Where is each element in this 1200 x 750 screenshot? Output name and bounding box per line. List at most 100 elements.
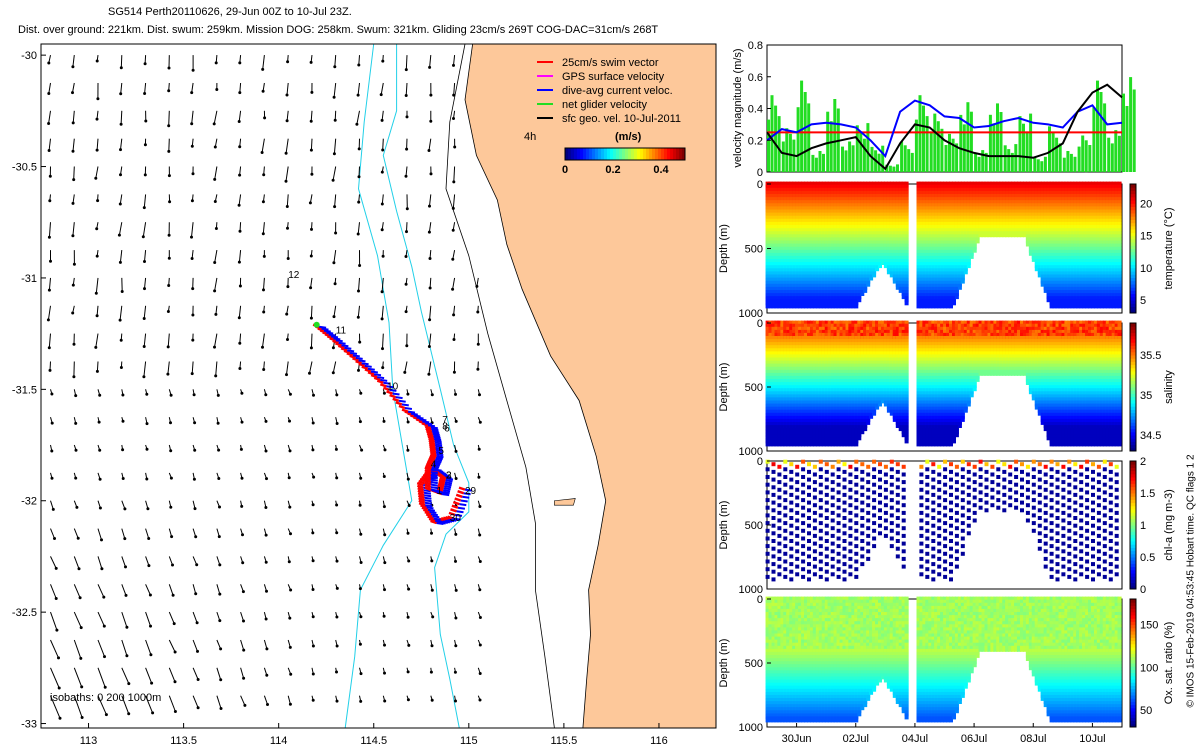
- geo-velocity-arrowhead: [405, 207, 409, 211]
- geo-velocity-arrow: [191, 110, 194, 124]
- geo-velocity-arrow: [192, 695, 199, 708]
- geo-velocity-arrow: [381, 277, 384, 292]
- swim-vector: [438, 481, 445, 486]
- geo-velocity-arrowhead: [285, 312, 289, 316]
- velocity-y-tick-label: 0.6: [748, 72, 763, 84]
- geo-velocity-arrow: [405, 166, 408, 177]
- net-velocity-bar: [848, 141, 852, 172]
- geo-velocity-arrowhead: [451, 228, 455, 232]
- geo-velocity-arrowhead: [477, 447, 481, 451]
- geo-velocity-arrow: [50, 611, 58, 631]
- geo-velocity-arrow: [334, 55, 337, 67]
- geo-velocity-arrow: [310, 110, 313, 122]
- geo-velocity-arrowhead: [169, 393, 173, 397]
- geo-velocity-arrow: [50, 528, 55, 539]
- geo-velocity-arrow: [73, 166, 75, 180]
- geo-velocity-arrowhead: [407, 587, 411, 591]
- geo-velocity-arrowhead: [145, 477, 149, 481]
- geo-velocity-arrowhead: [167, 66, 171, 70]
- geo-velocity-arrowhead: [359, 699, 363, 703]
- geo-velocity-arrowhead: [53, 537, 56, 540]
- net-velocity-bar: [1048, 126, 1051, 172]
- geo-velocity-arrowhead: [428, 65, 432, 69]
- swim-vector: [352, 357, 359, 362]
- geo-velocity-arrow: [97, 584, 105, 598]
- geo-velocity-arrowhead: [407, 504, 411, 507]
- dac-vector: [326, 331, 334, 335]
- section-sample: [904, 299, 909, 306]
- geo-velocity-arrow: [192, 611, 198, 623]
- dac-vector: [430, 478, 438, 482]
- geo-velocity-arrow: [428, 361, 432, 375]
- geo-velocity-arrowhead: [237, 203, 241, 207]
- geo-velocity-arrowhead: [143, 143, 147, 147]
- geo-velocity-arrowhead: [76, 536, 80, 540]
- swim-vector: [332, 339, 339, 344]
- section-sample: [768, 243, 773, 250]
- section-sample: [771, 187, 776, 194]
- geo-velocity-arrowhead: [213, 177, 217, 181]
- geo-velocity-arrowhead: [193, 421, 197, 425]
- geo-velocity-arrow: [72, 222, 75, 236]
- net-velocity-bar: [966, 102, 970, 172]
- geo-velocity-arrowhead: [286, 226, 289, 230]
- section-sample: [765, 218, 770, 225]
- geo-velocity-arrow: [48, 138, 51, 151]
- geo-velocity-arrowhead: [196, 649, 199, 653]
- geo-velocity-arrowhead: [333, 65, 337, 69]
- dac-vector: [410, 412, 418, 416]
- section-sample: [768, 240, 773, 247]
- geo-velocity-arrow: [192, 584, 197, 594]
- swim-vector: [424, 478, 432, 484]
- net-velocity-bar: [1125, 106, 1129, 172]
- geo-velocity-arrow: [240, 667, 245, 679]
- geo-velocity-arrow: [168, 667, 176, 682]
- dac-vector: [419, 418, 427, 422]
- geo-velocity-arrowhead: [71, 121, 75, 125]
- geo-velocity-arrowhead: [242, 648, 246, 652]
- geo-velocity-arrowhead: [148, 593, 152, 597]
- geo-velocity-arrowhead: [119, 122, 123, 126]
- geo-velocity-arrowhead: [264, 419, 268, 423]
- dac-vector: [373, 373, 382, 377]
- net-velocity-bar: [984, 152, 988, 172]
- dac-vector: [426, 506, 434, 510]
- section-sample: [765, 262, 770, 269]
- geo-velocity-arrow: [142, 222, 147, 237]
- geo-velocity-arrowhead: [404, 255, 408, 258]
- geo-velocity-arrowhead: [72, 375, 76, 379]
- geo-velocity-arrowhead: [288, 392, 292, 396]
- geo-velocity-arrowhead: [238, 173, 242, 177]
- dac-vector: [434, 443, 443, 447]
- geo-velocity-arrowhead: [72, 178, 76, 182]
- dac-vector: [424, 499, 432, 503]
- geo-velocity-arrowhead: [238, 367, 242, 370]
- swim-vector: [418, 499, 426, 504]
- geo-velocity-arrowhead: [311, 531, 315, 535]
- swim-vector: [439, 475, 447, 480]
- swim-vector: [426, 461, 434, 466]
- net-velocity-bar: [1022, 123, 1025, 172]
- geo-velocity-arrowhead: [309, 316, 313, 320]
- geo-velocity-arrowhead: [335, 503, 339, 507]
- geo-velocity-arrowhead: [72, 342, 76, 346]
- net-velocity-bar: [992, 123, 996, 172]
- section-sample: [969, 252, 974, 259]
- net-velocity-bar: [892, 166, 896, 172]
- geo-velocity-arrowhead: [355, 122, 359, 126]
- geo-velocity-arrowhead: [285, 373, 288, 377]
- geo-velocity-arrowhead: [311, 421, 315, 425]
- geo-velocity-arrow: [310, 277, 313, 288]
- geo-velocity-arrowhead: [358, 264, 362, 267]
- net-velocity-bar: [788, 133, 792, 172]
- geo-velocity-arrowhead: [237, 316, 241, 320]
- geo-velocity-arrowhead: [71, 234, 75, 238]
- map-colorbar-cell: [595, 148, 599, 160]
- geo-velocity-arrow: [120, 82, 123, 94]
- geo-velocity-arrowhead: [103, 685, 107, 689]
- geo-velocity-arrowhead: [74, 448, 78, 452]
- geo-velocity-arrow: [95, 277, 99, 294]
- geo-velocity-arrowhead: [47, 288, 51, 292]
- section-sample: [765, 259, 770, 265]
- dac-vector: [358, 359, 366, 363]
